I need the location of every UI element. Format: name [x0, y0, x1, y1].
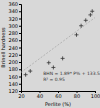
tick: 280 — [8, 30, 21, 36]
tick-label: 140 — [8, 81, 18, 87]
point — [51, 65, 55, 69]
y-axis: 120140160 180200220240 260280300320 340360 — [8, 1, 21, 94]
tick: 20 — [18, 91, 24, 99]
annotation-line: BHN = 1.89* P% + 133.52 — [43, 71, 100, 76]
tick-mark — [19, 48, 21, 49]
tick-label: 160 — [8, 74, 18, 80]
tick-label: 260 — [8, 37, 18, 43]
point — [90, 9, 94, 13]
tick-label: 60 — [55, 93, 61, 99]
tick-mark — [19, 69, 21, 70]
tick: 120 — [8, 88, 21, 94]
tick-label: 340 — [8, 8, 18, 14]
point — [28, 69, 32, 73]
tick-mark — [19, 62, 21, 63]
tick-label: 320 — [8, 16, 18, 22]
tick: 60 — [55, 91, 61, 99]
point — [24, 73, 28, 77]
tick-mark — [19, 19, 21, 20]
x-axis-title: Perlite (%) — [45, 101, 71, 107]
point — [47, 61, 51, 65]
tick-label: 80 — [74, 93, 80, 99]
point — [75, 33, 79, 37]
annotation: BHN = 1.89* P% + 133.52R² = 0.95 — [43, 71, 100, 82]
tick-label: 360 — [8, 1, 18, 7]
point — [61, 56, 65, 60]
marks — [21, 9, 95, 76]
tick: 180 — [8, 66, 21, 72]
tick-label: 200 — [8, 59, 18, 65]
tick: 260 — [8, 37, 21, 43]
point — [88, 13, 92, 17]
tick-mark — [19, 11, 21, 12]
tick-mark — [19, 77, 21, 78]
annotation-line: R² = 0.95 — [43, 77, 65, 82]
tick-label: 20 — [18, 93, 24, 99]
tick: 240 — [8, 45, 21, 51]
tick: 200 — [8, 59, 21, 65]
tick-mark — [19, 84, 21, 85]
tick-mark — [19, 26, 21, 27]
tick: 160 — [8, 74, 21, 80]
tick-mark — [19, 4, 21, 5]
tick: 340 — [8, 8, 21, 14]
tick: 80 — [74, 91, 80, 99]
tick-mark — [19, 33, 21, 34]
x-axis: 20 40 60 80 100 — [18, 91, 100, 99]
chart: 20 40 60 80 100 120140160 180200220240 26028030… — [0, 0, 100, 108]
y-axis-title: Brinell hardness — [0, 27, 6, 68]
tick: 300 — [8, 23, 21, 29]
tick-label: 100 — [91, 93, 100, 99]
tick-label: 40 — [37, 93, 43, 99]
tick: 40 — [37, 91, 43, 99]
tick-label: 120 — [8, 88, 18, 94]
tick: 320 — [8, 16, 21, 22]
tick-mark — [19, 55, 21, 56]
tick-label: 180 — [8, 66, 18, 72]
tick-label: 280 — [8, 30, 18, 36]
tick: 220 — [8, 52, 21, 58]
regression-line — [21, 18, 95, 73]
axis-line — [19, 5, 22, 92]
plot: 20 40 60 80 100 120140160 180200220240 26028030… — [8, 1, 100, 98]
tick-label: 220 — [8, 52, 18, 58]
point — [84, 18, 88, 22]
tick-label: 240 — [8, 45, 18, 51]
tick-mark — [19, 40, 21, 41]
tick-mark — [19, 91, 21, 92]
point — [79, 24, 83, 28]
tick-label: 300 — [8, 23, 18, 29]
tick: 140 — [8, 81, 21, 87]
tick: 100 — [91, 91, 100, 99]
tick: 360 — [8, 1, 21, 7]
